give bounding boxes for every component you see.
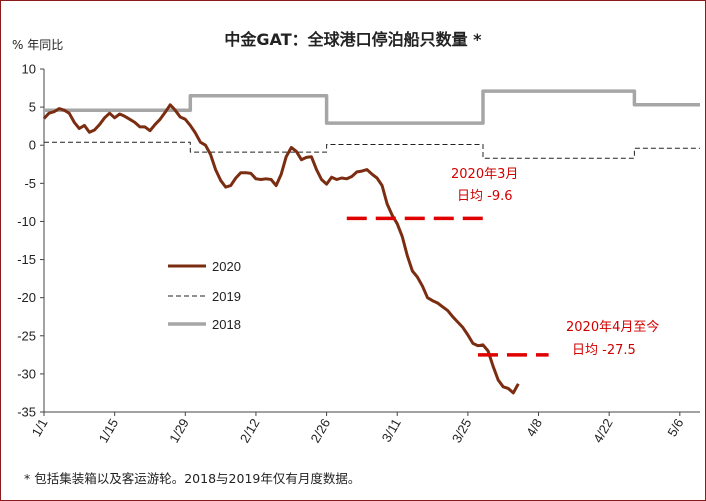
annotation-april-line1: 2020年4月至今 [566, 319, 659, 335]
x-tick-label: 1/29 [166, 416, 192, 445]
annotation-march-line2: 日均 -9.6 [457, 189, 513, 204]
footnote: * 包括集装箱以及客运游轮。2018与2019年仅有月度数据。 [24, 471, 361, 486]
chart-title: 中金GAT：全球港口停泊船只数量 * [224, 30, 482, 49]
y-tick-label: -20 [17, 290, 36, 305]
y-tick-label: -35 [17, 405, 36, 420]
y-tick-label: -5 [24, 176, 36, 191]
x-tick-label: 3/25 [449, 416, 475, 445]
x-tick-label: 4/22 [590, 416, 616, 445]
legend-label-2019: 2019 [212, 289, 241, 304]
y-axis-label: % 年同比 [12, 38, 64, 52]
x-tick-label: 5/6 [664, 416, 686, 439]
x-tick-label: 2/26 [308, 416, 334, 445]
y-tick-label: 10 [22, 62, 36, 77]
series-line-2019 [44, 141, 700, 159]
legend-label-2018: 2018 [212, 317, 241, 332]
x-tick-label: 3/11 [379, 416, 404, 445]
series-line-2018 [44, 89, 700, 125]
x-tick-label: 4/8 [523, 416, 545, 439]
annotation-march-line1: 2020年3月 [451, 167, 518, 182]
y-tick-label: -25 [17, 328, 36, 343]
y-tick-label: -10 [17, 214, 36, 229]
x-tick-label: 1/15 [96, 416, 122, 445]
annotation-april-line2: 日均 -27.5 [572, 343, 636, 358]
series-line-2020 [42, 103, 520, 395]
y-tick-label: -15 [17, 252, 36, 267]
y-tick-label: 5 [29, 100, 36, 115]
x-tick-label: 2/12 [237, 416, 263, 445]
y-tick-label: 0 [29, 138, 36, 153]
legend-label-2020: 2020 [212, 259, 241, 274]
y-tick-label: -30 [17, 366, 36, 381]
